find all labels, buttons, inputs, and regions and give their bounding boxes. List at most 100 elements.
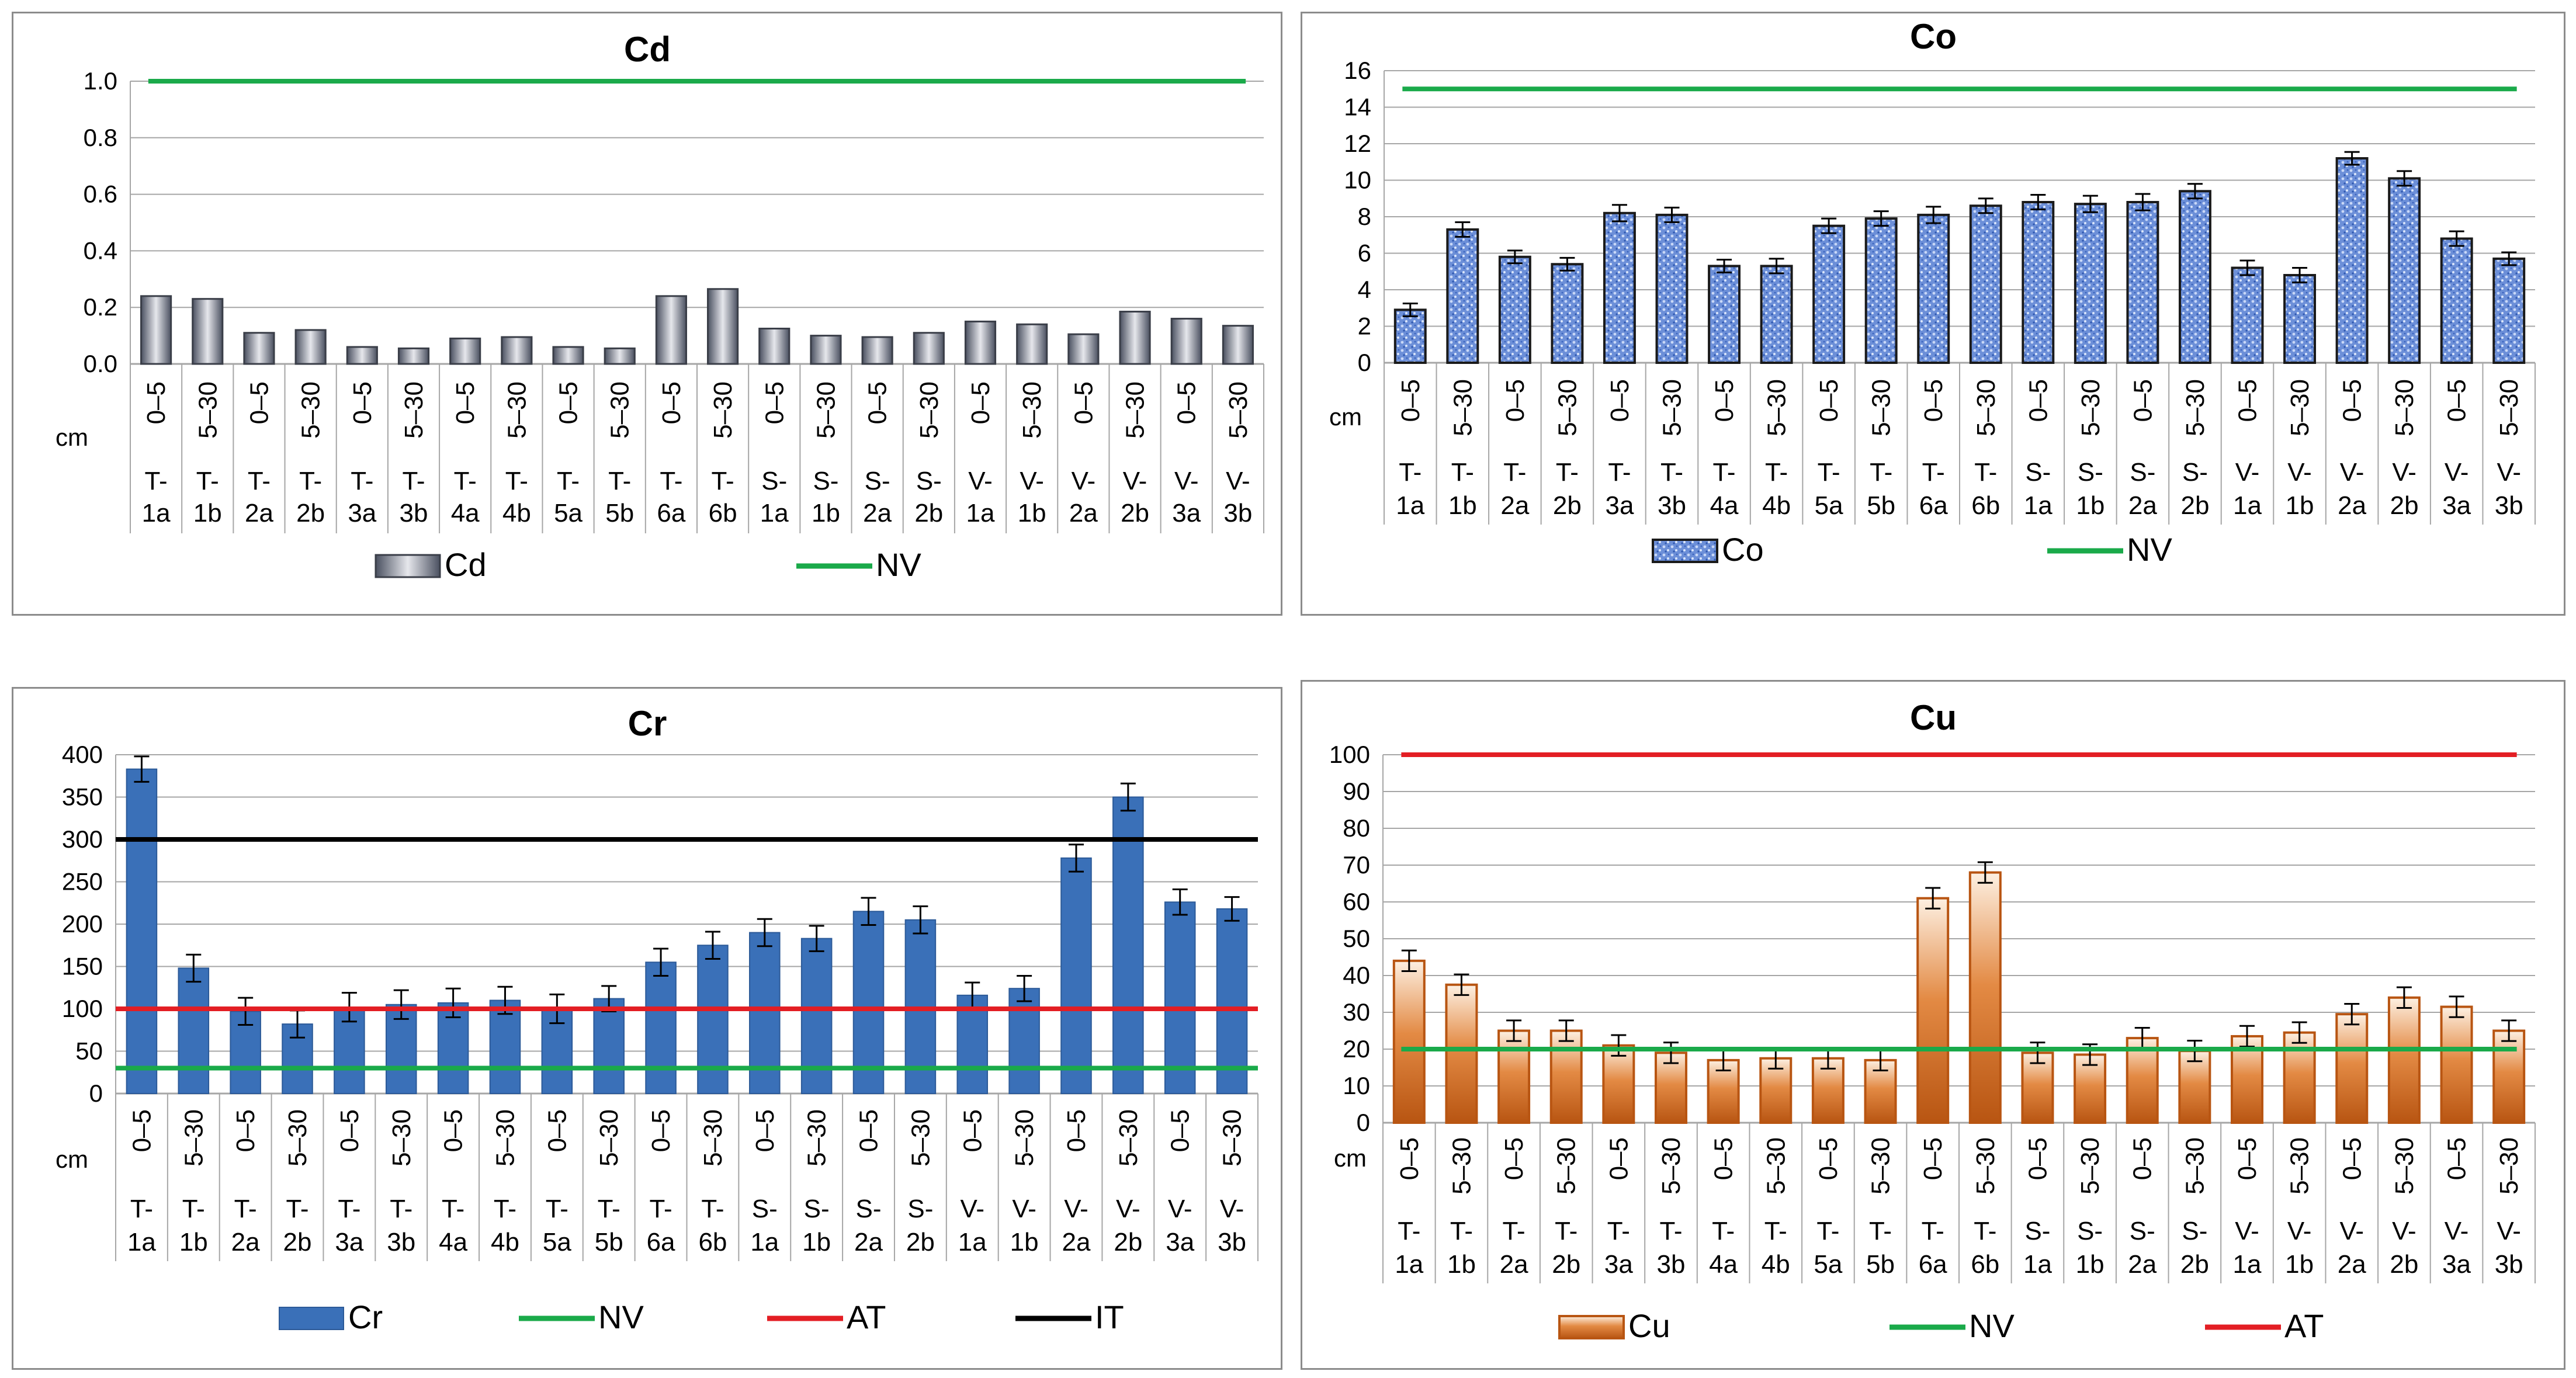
chart-cu: Cu 0 10 20 30 40 50 60 70 80 90 100 0–5 T- 1a 5–30 T- 1b 0… (1329, 698, 2536, 1344)
x-site-label-bottom: 1a (2023, 1250, 2052, 1279)
x-depth-label: 5–30 (1971, 1137, 2000, 1195)
x-site-label-top: S- (2182, 458, 2208, 487)
x-site-label-top: S- (856, 1195, 882, 1223)
bar-cd (1222, 325, 1254, 365)
bar-cr (126, 768, 158, 1094)
y-tick-label: 400 (62, 741, 103, 768)
bar-cd (1170, 318, 1202, 365)
x-site-label-bottom: 5b (1866, 1250, 1895, 1279)
chart-cr: Cr 0 50 100 150 200 250 300 350 400 0–5 T- 1a 5–30 T- 1… (56, 704, 1258, 1335)
x-site-label-top: T- (1398, 1217, 1420, 1245)
x-site-label-top: V- (2340, 458, 2364, 487)
x-site-label-bottom: 5a (1814, 1250, 1842, 1279)
x-depth-label: 0–5 (2234, 379, 2262, 422)
error-bar (2344, 1003, 2360, 1026)
x-site-label-top: T- (182, 1195, 205, 1223)
x-site-label-top: V- (1012, 1195, 1036, 1223)
x-depth-label: 5–30 (606, 381, 635, 439)
x-site-label-top: S- (761, 467, 787, 495)
x-site-label-bottom: 4b (502, 499, 531, 527)
x-site-label-bottom: 1b (179, 1228, 208, 1256)
legend-swatch-cd (375, 554, 441, 578)
x-site-label-bottom: 6a (647, 1228, 675, 1256)
x-depth-label: 0–5 (142, 381, 171, 424)
bar-cu (2074, 1053, 2107, 1124)
x-site-label-top: V- (1064, 1195, 1088, 1223)
x-site-label-top: T- (1659, 1217, 1682, 1245)
y-tick-label: 0.0 (84, 350, 117, 377)
x-site-label-top: T- (1556, 458, 1579, 487)
bar-co (2283, 274, 2317, 364)
error-bar (809, 925, 824, 952)
x-site-label-bottom: 4b (1762, 1250, 1790, 1279)
error-bar (2187, 183, 2203, 200)
y-tick-label: 16 (1344, 57, 1371, 84)
x-site-label-bottom: 2a (854, 1228, 883, 1256)
x-depth-label: 0–5 (1919, 1137, 1947, 1180)
x-site-label-top: S- (2077, 1217, 2103, 1245)
x-depth-label: 0–5 (1396, 379, 1425, 422)
x-depth-label: 0–5 (1166, 1109, 1195, 1152)
x-depth-label: 0–5 (348, 381, 377, 424)
x-depth-label: 5–30 (1224, 381, 1253, 439)
bar-cr (1060, 857, 1092, 1094)
x-site-label-top: S- (865, 467, 890, 495)
x-depth-label: 0–5 (231, 1109, 260, 1152)
x-depth-label: 5–30 (193, 381, 222, 439)
x-depth-label: 5–30 (2076, 379, 2105, 436)
x-site-label-bottom: 5a (1815, 491, 1843, 520)
y-tick-label: 14 (1344, 93, 1371, 121)
x-depth-label: 0–5 (2023, 1137, 2052, 1180)
x-site-label-bottom: 3a (2442, 491, 2471, 520)
x-site-label-top: T- (299, 467, 322, 495)
y-tick-label: 200 (62, 910, 103, 938)
chart-title: Cu (1910, 698, 1957, 737)
x-depth-label: 0–5 (2443, 1137, 2471, 1180)
bar-cr (178, 967, 210, 1094)
x-site-label-top: T- (1608, 458, 1631, 487)
x-unit-label: cm (56, 1146, 88, 1173)
x-site-label-bottom: 4a (451, 499, 480, 527)
error-bar (1611, 1034, 1627, 1057)
x-depth-label: 5–30 (491, 1109, 519, 1167)
bar-cu (1497, 1029, 1531, 1124)
x-site-label-top: T- (557, 467, 580, 495)
error-bar (1977, 861, 1993, 884)
x-site-label-bottom: 1a (2233, 1250, 2262, 1279)
x-site-label-top: T- (234, 1195, 257, 1223)
chart-panel-cd: Cd 0.0 0.2 0.4 0.6 0.8 1.0 0–5 T- 1a 5–30 T- 1b 0–5 T-… (12, 12, 1282, 616)
bar-co (1551, 263, 1584, 364)
x-site-label-bottom: 2a (1062, 1228, 1091, 1256)
chart-co: Co 0 2 4 6 8 10 12 14 16 0–5 T- 1a 5–30 T- 1b 0–5 T- 2a 5–3… (1329, 17, 2536, 568)
x-site-label-top: T- (1764, 1217, 1787, 1245)
x-site-label-top: V- (1220, 1195, 1244, 1223)
x-depth-label: 0–5 (2233, 1137, 2262, 1180)
error-bar (2396, 986, 2412, 1009)
x-depth-label: 0–5 (1501, 379, 1530, 422)
x-site-label-bottom: 1a (127, 1228, 156, 1256)
x-site-label-bottom: 3b (2495, 1250, 2523, 1279)
x-site-label-top: T- (442, 1195, 464, 1223)
x-site-label-bottom: 1b (1448, 491, 1477, 520)
y-tick-label: 100 (1329, 741, 1370, 768)
x-site-label-bottom: 6b (1971, 491, 2000, 520)
x-site-label-top: T- (1399, 458, 1422, 487)
x-depth-label: 5–30 (1552, 1137, 1581, 1195)
x-site-label-top: T- (1712, 1217, 1735, 1245)
error-bar (2501, 251, 2517, 266)
x-site-label-bottom: 2a (863, 499, 892, 527)
error-bar (1401, 949, 1417, 972)
bar-co (2492, 257, 2526, 364)
x-site-label-bottom: 2b (1121, 499, 1149, 527)
x-site-label-top: S- (2025, 458, 2051, 487)
bar-co (2074, 203, 2107, 364)
x-site-label-bottom: 2a (2128, 1250, 2157, 1279)
x-depth-label: 5–30 (297, 381, 325, 439)
x-site-label-top: V- (2445, 458, 2469, 487)
error-bar (653, 947, 669, 977)
bar-cd (449, 337, 481, 365)
x-site-label-top: T- (1870, 458, 1892, 487)
legend-swatch-co (1652, 539, 1718, 563)
x-site-label-bottom: 1b (2285, 1250, 2314, 1279)
bar-cd (552, 346, 584, 365)
